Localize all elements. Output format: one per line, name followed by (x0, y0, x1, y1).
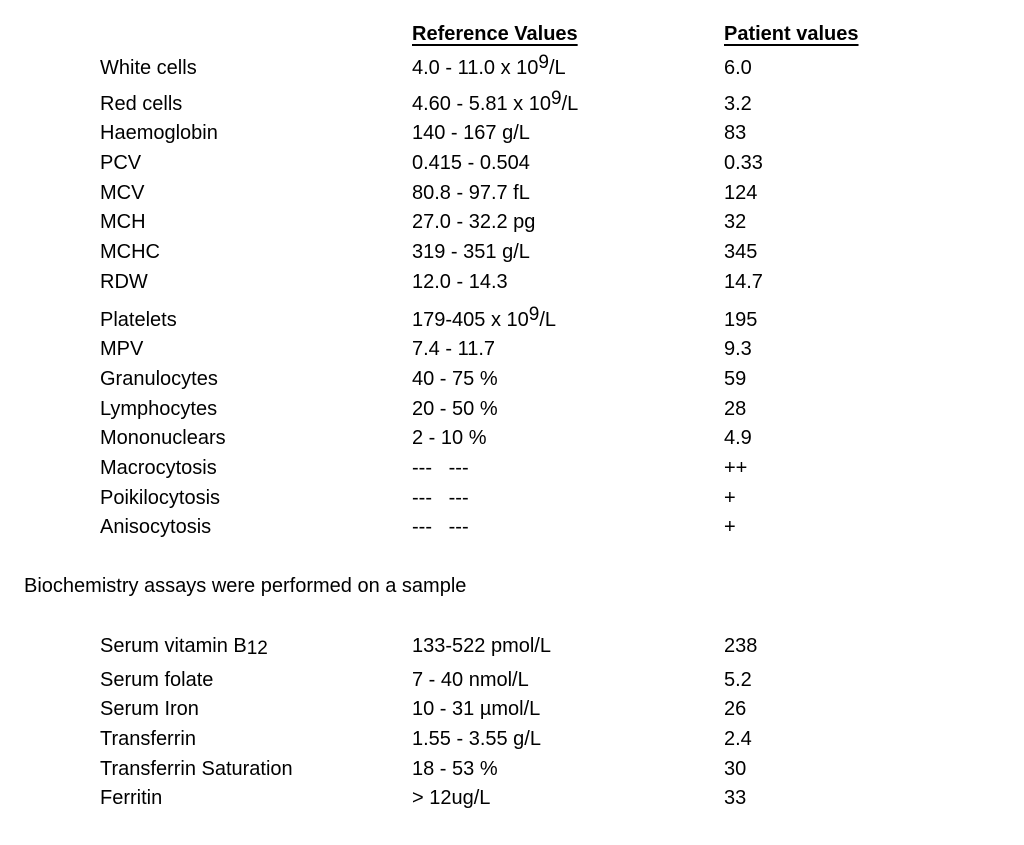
superscript: 9 (550, 87, 562, 109)
analyte-label: MCHC (100, 241, 160, 264)
row-mononuclears: Mononuclears 2 - 10 % 4.9 (100, 424, 980, 454)
patient-value: 33 (724, 787, 747, 810)
row-granulocytes: Granulocytes 40 - 75 % 59 (100, 365, 980, 395)
reference-value: 18 - 53 % (412, 757, 498, 780)
analyte-label: Transferrin Saturation (100, 757, 293, 780)
patient-value: 9.3 (724, 338, 752, 361)
biochemistry-note: Biochemistry assays were performed on a … (24, 575, 467, 597)
reference-value: 140 - 167 g/L (412, 122, 530, 145)
reference-value: 40 - 75 % (412, 367, 498, 390)
patient-value: 28 (724, 397, 747, 420)
reference-value: 20 - 50 % (412, 397, 498, 420)
patient-values-header: Patient values (724, 23, 859, 45)
row-red-cells: Red cells 4.60 - 5.81 x 109/L 3.2 (100, 87, 980, 120)
row-macrocytosis: Macrocytosis --- --- ++ (100, 454, 980, 484)
row-mchc: MCHC 319 - 351 g/L 345 (100, 238, 980, 268)
analyte-label: MCH (100, 211, 146, 234)
reference-value: 10 - 31 µmol/L (412, 698, 541, 721)
row-transferrin: Transferrin 1.55 - 3.55 g/L 2.4 (100, 725, 980, 755)
table-header-row: Reference Values Patient values (100, 20, 980, 48)
patient-value: ++ (724, 456, 748, 479)
row-white-cells: White cells 4.0 - 11.0 x 109/L 6.0 (100, 52, 980, 84)
row-mcv: MCV 80.8 - 97.7 fL 124 (100, 179, 980, 209)
biochemistry-table: Serum vitamin B12 133-522 pmol/L 238 Ser… (100, 632, 980, 814)
analyte-label: Platelets (100, 308, 177, 331)
analyte-label: Anisocytosis (100, 516, 212, 539)
row-rdw: RDW 12.0 - 14.3 14.7 (100, 268, 980, 298)
patient-value: 345 (724, 241, 758, 264)
patient-value: 4.9 (724, 427, 752, 450)
analyte-label: White cells (100, 57, 197, 79)
superscript: 9 (528, 303, 540, 325)
reference-value: 179-405 x 109/L (412, 303, 557, 331)
row-platelets: Platelets 179-405 x 109/L 195 (100, 303, 980, 336)
row-serum-folate: Serum folate 7 - 40 nmol/L 5.2 (100, 666, 980, 696)
reference-value: 4.60 - 5.81 x 109/L (412, 87, 579, 115)
haematology-table: Reference Values Patient values White ce… (100, 20, 980, 543)
row-lymphocytes: Lymphocytes 20 - 50 % 28 (100, 395, 980, 425)
analyte-label: Red cells (100, 92, 183, 115)
patient-value: 26 (724, 698, 747, 721)
patient-value: 32 (724, 211, 747, 234)
reference-value: 7 - 40 nmol/L (412, 668, 529, 691)
patient-value: 5.2 (724, 668, 752, 691)
analyte-label: Lymphocytes (100, 397, 218, 420)
superscript: 9 (538, 52, 549, 73)
reference-value: 133-522 pmol/L (412, 635, 551, 657)
analyte-label: Granulocytes (100, 367, 218, 390)
reference-value: 1.55 - 3.55 g/L (412, 728, 541, 751)
patient-value: 59 (724, 367, 747, 390)
analyte-label: Ferritin (100, 787, 163, 810)
reference-value: 7.4 - 11.7 (412, 338, 496, 361)
row-serum-vitamin-b12: Serum vitamin B12 133-522 pmol/L 238 (100, 632, 980, 662)
analyte-label: MCV (100, 181, 145, 204)
patient-value: 6.0 (724, 57, 752, 79)
patient-value: + (724, 516, 736, 539)
reference-value: 4.0 - 11.0 x 109/L (412, 52, 566, 79)
analyte-label: Mononuclears (100, 427, 226, 450)
patient-value: 14.7 (724, 270, 763, 293)
patient-value: 124 (724, 181, 758, 204)
reference-value: --- --- (412, 516, 469, 539)
row-haemoglobin: Haemoglobin 140 - 167 g/L 83 (100, 119, 980, 149)
patient-value: + (724, 486, 736, 509)
reference-value: --- --- (412, 456, 469, 479)
analyte-label: Macrocytosis (100, 456, 217, 479)
patient-value: 3.2 (724, 92, 752, 115)
patient-value: 0.33 (724, 152, 763, 175)
analyte-label: PCV (100, 152, 142, 175)
patient-value: 30 (724, 757, 747, 780)
row-mpv: MPV 7.4 - 11.7 9.3 (100, 335, 980, 365)
reference-value: > 12ug/L (412, 787, 491, 810)
patient-value: 83 (724, 122, 747, 145)
patient-value: 238 (724, 635, 758, 657)
patient-value: 195 (724, 308, 758, 331)
reference-values-header: Reference Values (412, 23, 578, 45)
subscript: 12 (246, 638, 268, 659)
analyte-label: RDW (100, 270, 148, 293)
row-mch: MCH 27.0 - 32.2 pg 32 (100, 208, 980, 238)
analyte-label: Haemoglobin (100, 122, 218, 145)
reference-value: 80.8 - 97.7 fL (412, 181, 530, 204)
analyte-label: Serum folate (100, 668, 214, 691)
reference-value: 2 - 10 % (412, 427, 487, 450)
analyte-label: MPV (100, 338, 144, 361)
row-poikilocytosis: Poikilocytosis --- --- + (100, 484, 980, 514)
reference-value: 12.0 - 14.3 (412, 270, 508, 293)
reference-value: 27.0 - 32.2 pg (412, 211, 536, 234)
row-transferrin-saturation: Transferrin Saturation 18 - 53 % 30 (100, 755, 980, 785)
reference-value: --- --- (412, 486, 469, 509)
analyte-label: Poikilocytosis (100, 486, 221, 509)
patient-value: 2.4 (724, 728, 752, 751)
row-pcv: PCV 0.415 - 0.504 0.33 (100, 149, 980, 179)
analyte-label: Serum Iron (100, 698, 199, 721)
reference-value: 0.415 - 0.504 (412, 152, 530, 175)
row-ferritin: Ferritin > 12ug/L 33 (100, 784, 980, 814)
row-anisocytosis: Anisocytosis --- --- + (100, 513, 980, 543)
analyte-label: Serum vitamin B12 (100, 635, 268, 659)
analyte-label: Transferrin (100, 728, 196, 751)
reference-value: 319 - 351 g/L (412, 241, 530, 264)
row-serum-iron: Serum Iron 10 - 31 µmol/L 26 (100, 695, 980, 725)
